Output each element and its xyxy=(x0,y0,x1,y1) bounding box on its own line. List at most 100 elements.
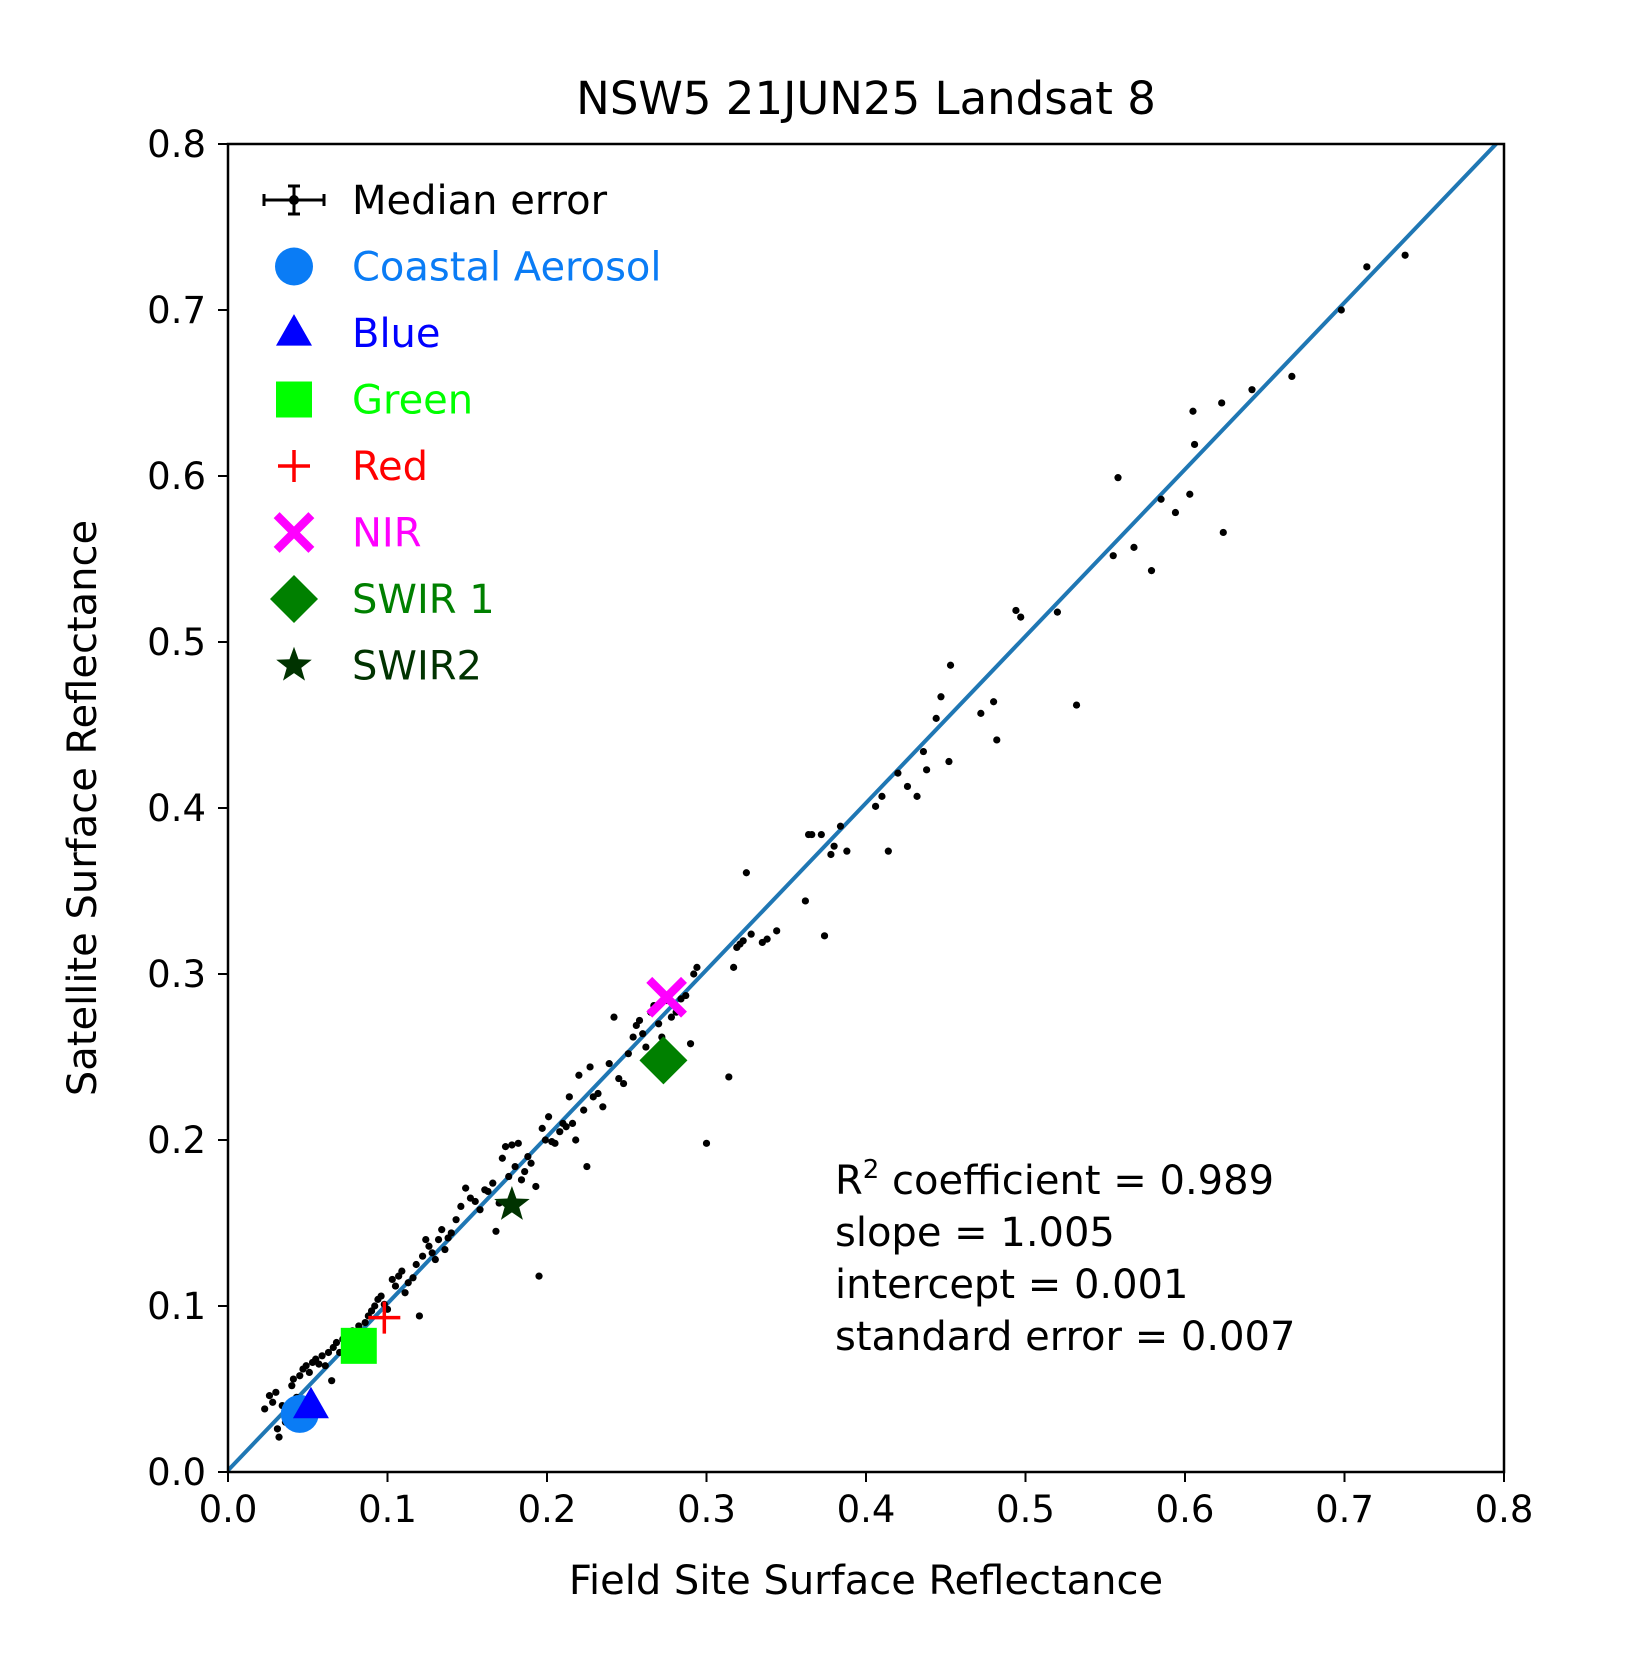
data-point xyxy=(438,1226,446,1234)
data-point xyxy=(884,847,892,855)
stats-slope: slope = 1.005 xyxy=(835,1210,1115,1256)
legend-marker-swir-1-shape xyxy=(270,575,318,623)
data-point xyxy=(923,766,931,774)
data-point xyxy=(527,1159,535,1167)
data-point xyxy=(371,1302,379,1310)
y-tick-label: 0.0 xyxy=(147,1451,206,1494)
band-marker-nir-d2 xyxy=(646,976,687,1018)
data-point xyxy=(1401,251,1409,259)
legend-label-red: Red xyxy=(352,444,428,490)
legend-marker-blue xyxy=(276,314,312,346)
data-point xyxy=(388,1275,396,1284)
x-tick-label: 0.2 xyxy=(518,1488,577,1531)
band-marker-green-shape xyxy=(340,1327,377,1364)
data-point xyxy=(418,1252,427,1260)
data-point xyxy=(457,1202,465,1210)
data-point xyxy=(599,1103,607,1111)
data-point xyxy=(937,693,945,701)
data-point xyxy=(903,782,912,791)
data-point xyxy=(401,1289,409,1297)
legend-label-green: Green xyxy=(352,378,473,424)
data-point xyxy=(702,1139,711,1147)
band-marker-blue xyxy=(292,1386,329,1419)
legend-label-swir2: SWIR2 xyxy=(352,644,482,690)
band-marker-swir-1 xyxy=(639,1036,688,1085)
data-point xyxy=(843,847,851,855)
legend-marker-green xyxy=(276,381,312,418)
data-point xyxy=(945,757,953,766)
data-point xyxy=(580,1106,588,1114)
data-point xyxy=(355,1322,363,1330)
data-point xyxy=(318,1352,326,1360)
data-point xyxy=(321,1362,329,1370)
data-point xyxy=(1219,528,1227,537)
y-tick-label: 0.6 xyxy=(147,455,206,498)
data-point xyxy=(269,1398,277,1406)
x-tick-label: 0.3 xyxy=(677,1488,736,1531)
data-point xyxy=(361,1319,369,1327)
y-tick-label: 0.4 xyxy=(147,787,206,830)
y-tick-label: 0.7 xyxy=(147,289,206,332)
data-point xyxy=(302,1362,310,1370)
data-point xyxy=(415,1312,423,1320)
stats-r2-prefix: R xyxy=(835,1158,863,1204)
y-tick-label: 0.8 xyxy=(147,123,206,166)
legend-marker-red xyxy=(278,450,310,482)
legend-marker-median-error xyxy=(262,184,326,216)
data-point xyxy=(556,1128,564,1136)
data-point xyxy=(324,1348,333,1357)
data-point xyxy=(830,842,838,850)
data-point xyxy=(1130,543,1138,551)
x-tick-label: 0.0 xyxy=(199,1488,258,1531)
data-point xyxy=(428,1249,436,1257)
data-point xyxy=(332,1338,341,1347)
data-point xyxy=(605,1060,613,1068)
regression-line xyxy=(228,144,1499,1472)
data-point xyxy=(476,1206,484,1214)
data-point xyxy=(1248,386,1256,394)
data-point xyxy=(524,1153,532,1161)
data-point xyxy=(575,1071,583,1079)
data-point xyxy=(511,1162,519,1171)
data-point xyxy=(261,1405,269,1413)
data-point xyxy=(328,1377,336,1385)
x-tick-label: 0.4 xyxy=(837,1488,896,1531)
data-point xyxy=(725,1073,733,1081)
data-point xyxy=(827,850,835,859)
data-point xyxy=(820,932,829,940)
legend-marker-blue-shape xyxy=(276,314,312,346)
data-point xyxy=(398,1267,406,1275)
stats-standard-error: standard error = 0.007 xyxy=(835,1314,1295,1360)
data-point xyxy=(655,1020,663,1028)
stats-r2-superscript: 2 xyxy=(863,1155,880,1185)
data-point xyxy=(1171,508,1180,517)
data-point xyxy=(693,963,701,971)
data-point xyxy=(565,1093,573,1101)
band-marker-swir2-shape xyxy=(494,1186,530,1220)
data-point xyxy=(946,661,955,669)
data-point xyxy=(551,1139,559,1147)
data-point xyxy=(431,1255,439,1264)
data-point xyxy=(594,1089,602,1098)
data-point xyxy=(690,970,698,978)
data-point xyxy=(1109,552,1117,560)
data-point xyxy=(409,1274,417,1282)
data-point xyxy=(667,1013,676,1021)
data-point xyxy=(501,1143,510,1151)
data-point xyxy=(742,869,750,877)
data-point xyxy=(532,1182,540,1191)
legend-marker-nir-d2 xyxy=(273,512,315,553)
data-point xyxy=(586,1063,594,1071)
data-point xyxy=(272,1388,280,1396)
data-point xyxy=(932,714,940,722)
data-point xyxy=(505,1172,513,1181)
data-point xyxy=(817,830,825,839)
x-tick-label: 0.5 xyxy=(996,1488,1055,1531)
legend-label-blue: Blue xyxy=(352,311,441,357)
data-point xyxy=(993,736,1001,744)
legend-marker-swir2 xyxy=(276,646,312,681)
stats-r2-value: coefficient = 0.989 xyxy=(879,1158,1274,1204)
data-point xyxy=(682,991,690,1000)
data-point xyxy=(391,1282,400,1290)
